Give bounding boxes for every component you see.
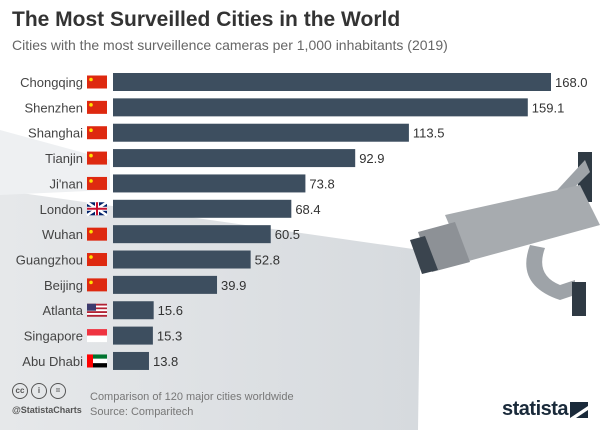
category-label: Atlanta <box>43 303 84 318</box>
value-label: 60.5 <box>275 227 300 242</box>
flag-cn-icon <box>87 253 107 267</box>
bar <box>113 250 251 269</box>
category-label: London <box>40 202 83 217</box>
category-label: Beijing <box>44 278 83 293</box>
value-label: 13.8 <box>153 354 178 369</box>
flag-cn-icon <box>87 100 107 114</box>
bar <box>113 123 409 142</box>
cc-icon: cc <box>12 383 28 399</box>
chart-subtitle: Cities with the most surveillence camera… <box>12 37 448 53</box>
bar <box>113 326 153 345</box>
value-label: 113.5 <box>413 126 445 141</box>
value-label: 15.6 <box>158 303 183 318</box>
flag-cn-icon <box>87 278 107 292</box>
category-label: Guangzhou <box>16 253 83 268</box>
category-label: Tianjin <box>45 151 83 166</box>
light-beam <box>0 190 420 430</box>
bar <box>113 351 149 370</box>
bar <box>113 73 551 91</box>
bar <box>113 199 292 218</box>
flag-cn-icon <box>87 227 107 241</box>
bar <box>113 174 306 193</box>
flag-ae-icon <box>87 354 107 368</box>
value-label: 52.8 <box>255 253 280 268</box>
camera-icon <box>410 152 600 316</box>
statista-logo[interactable]: statista <box>502 398 569 420</box>
statista-handle: @StatistaCharts <box>12 405 82 415</box>
footer-source[interactable]: Source: Comparitech <box>90 406 194 418</box>
category-label: Shanghai <box>28 126 83 141</box>
bar <box>113 225 271 244</box>
statista-logo-mark-icon <box>570 402 588 418</box>
flag-cn-icon <box>87 75 107 89</box>
value-label: 73.8 <box>309 176 334 191</box>
flag-sg-icon <box>87 329 107 343</box>
value-label: 92.9 <box>359 151 384 166</box>
footer-note: Comparison of 120 major cities worldwide <box>90 391 294 403</box>
category-label: Ji'nan <box>49 176 83 191</box>
value-label: 168.0 <box>555 75 588 90</box>
flag-gb-icon <box>86 201 108 217</box>
category-label: Singapore <box>24 329 83 344</box>
value-label: 159.1 <box>532 100 565 115</box>
bar <box>113 301 154 320</box>
license-icons: cc i = <box>12 383 66 399</box>
bar <box>113 275 218 294</box>
bar <box>113 98 528 117</box>
category-label: Shenzhen <box>24 100 83 115</box>
flag-cn-icon <box>87 151 107 165</box>
value-label: 39.9 <box>221 278 246 293</box>
category-label: Chongqing <box>20 75 83 90</box>
category-label: Abu Dhabi <box>22 354 83 369</box>
category-label: Wuhan <box>42 227 83 242</box>
chart-title: The Most Surveilled Cities in the World <box>12 8 401 31</box>
by-icon: i <box>31 383 47 399</box>
flag-us-icon <box>87 303 107 317</box>
flag-cn-icon <box>87 126 107 140</box>
bar <box>113 149 356 168</box>
value-label: 15.3 <box>157 329 182 344</box>
flag-cn-icon <box>87 176 107 190</box>
nd-icon: = <box>50 383 66 399</box>
value-label: 68.4 <box>295 202 320 217</box>
